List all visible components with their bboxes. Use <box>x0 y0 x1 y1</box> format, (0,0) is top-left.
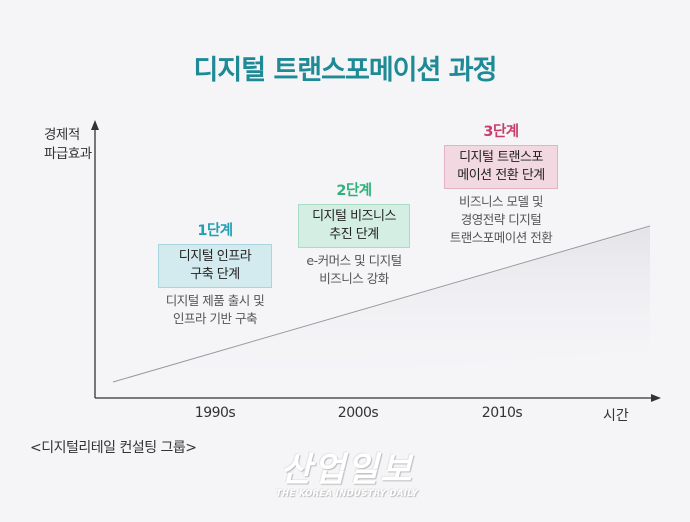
stage-3-desc-line1: 비즈니스 모델 및 <box>459 194 543 209</box>
stage-2-desc: e-커머스 및 디지털 비즈니스 강화 <box>288 252 420 288</box>
stage-1-desc-line1: 디지털 제품 출시 및 <box>165 293 265 308</box>
watermark-logo: 산업일보 THE KOREA INDUSTRY DAILY <box>262 452 432 500</box>
stage-3-desc: 비즈니스 모델 및 경영전략 디지털 트랜스포메이션 전환 <box>430 193 572 247</box>
stage-1-desc-line2: 인프라 기반 구축 <box>173 311 257 326</box>
stage-1-box: 디지털 인프라 구축 단계 <box>158 244 272 288</box>
stage-2-box: 디지털 비즈니스 추진 단계 <box>298 204 410 248</box>
x-tick-2000s: 2000s <box>337 405 379 421</box>
y-axis-arrow-icon <box>91 120 99 130</box>
stage-2: 2단계 디지털 비즈니스 추진 단계 e-커머스 및 디지털 비즈니스 강화 <box>298 179 410 288</box>
stage-2-desc-line1: e-커머스 및 디지털 <box>306 253 402 268</box>
stage-2-title: 2단계 <box>336 183 372 199</box>
x-tick-1990s: 1990s <box>194 405 236 421</box>
watermark-main: 산업일보 <box>280 450 414 490</box>
stage-3-box-line2: 메이션 전환 단계 <box>457 168 545 183</box>
stage-2-box-line2: 추진 단계 <box>329 227 379 242</box>
page-title: 디지털 트랜스포메이션 과정 <box>193 55 498 86</box>
x-axis-label: 시간 <box>603 408 629 424</box>
stage-3: 3단계 디지털 트랜스포 메이션 전환 단계 비즈니스 모델 및 경영전략 디지… <box>444 120 558 247</box>
stage-2-desc-line2: 비즈니스 강화 <box>319 271 389 286</box>
stage-1-desc: 디지털 제품 출시 및 인프라 기반 구축 <box>148 292 282 328</box>
stage-3-desc-line3: 트랜스포메이션 전환 <box>449 230 553 245</box>
source-caption: <디지털리테일 컨설팅 그룹> <box>30 440 197 456</box>
x-tick-2010s: 2010s <box>481 405 523 421</box>
trend-line <box>112 225 651 383</box>
stage-1-title: 1단계 <box>197 223 233 239</box>
stage-2-box-line1: 디지털 비즈니스 <box>312 209 396 224</box>
stage-3-box-line1: 디지털 트랜스포 <box>459 150 543 165</box>
y-axis-label-line2: 파급효과 <box>44 146 92 162</box>
stage-1-box-line2: 구축 단계 <box>190 267 240 282</box>
watermark-sub: THE KOREA INDUSTRY DAILY <box>275 489 419 499</box>
y-axis-label-line1: 경제적 <box>44 127 80 143</box>
y-axis-label: 경제적 파급효과 <box>44 126 92 164</box>
x-axis-arrow-icon <box>651 394 661 402</box>
stage-1: 1단계 디지털 인프라 구축 단계 디지털 제품 출시 및 인프라 기반 구축 <box>158 219 272 328</box>
stage-3-title: 3단계 <box>483 124 519 140</box>
trend-area <box>113 227 650 390</box>
stage-3-desc-line2: 경영전략 디지털 <box>460 212 542 227</box>
stage-1-box-line1: 디지털 인프라 <box>178 249 252 264</box>
stage-3-box: 디지털 트랜스포 메이션 전환 단계 <box>444 145 558 189</box>
